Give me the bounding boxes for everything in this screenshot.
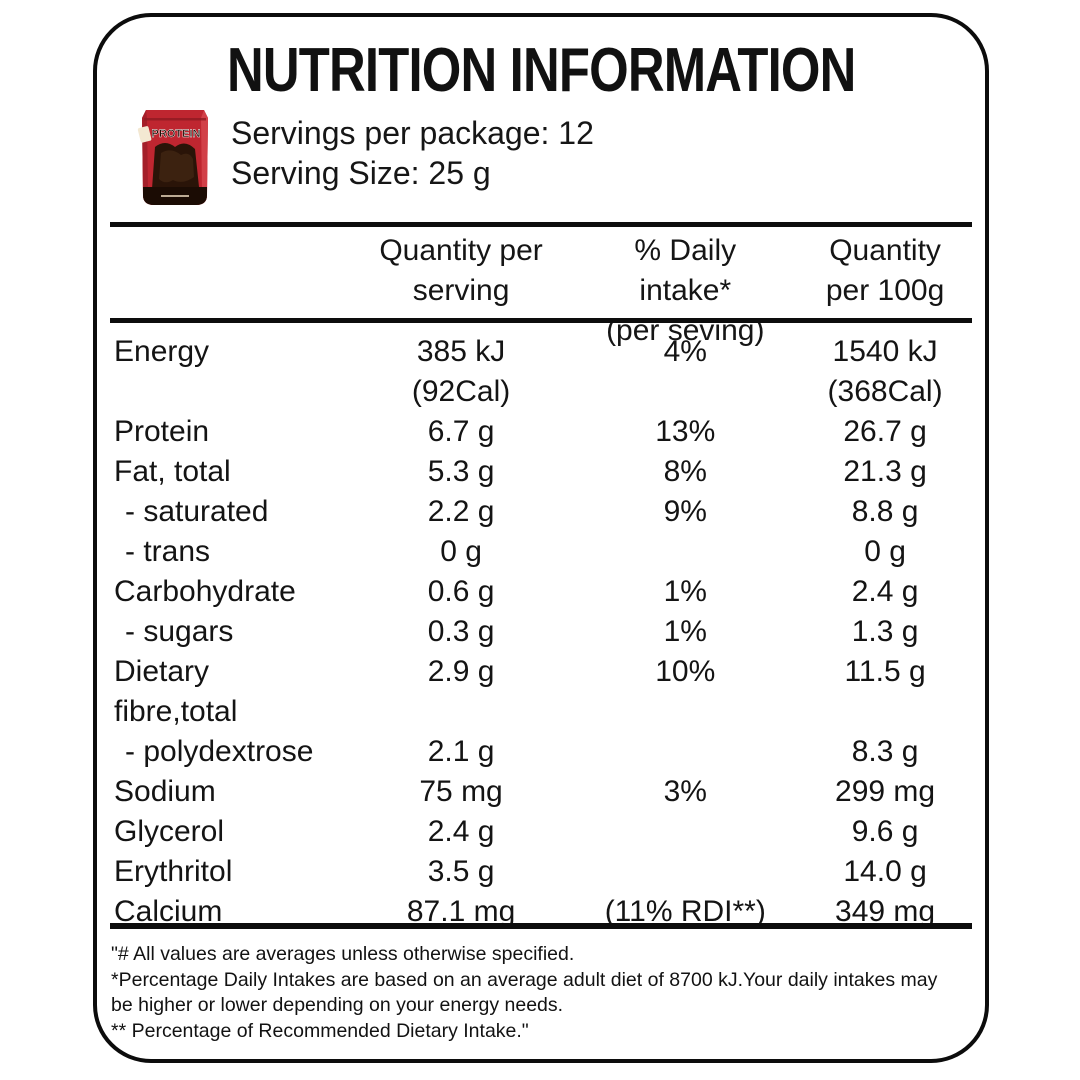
table-row: Protein 6.7 g 13% 26.7 g bbox=[97, 412, 985, 452]
quantity-per-100g-value: 0 g bbox=[864, 535, 906, 568]
servings-per-package-text: Servings per package: 12 bbox=[231, 115, 594, 151]
quantity-per-serving-value: 6.7 g bbox=[427, 415, 495, 448]
nutrient-label: Calcium bbox=[114, 895, 223, 928]
nutrient-label: - saturated bbox=[125, 495, 269, 528]
table-row: Calcium 87.1 mg (11% RDI**) 349 mg bbox=[97, 892, 985, 932]
daily-intake-value: 3% bbox=[663, 775, 707, 808]
quantity-per-serving-value: 2.9 g bbox=[427, 655, 495, 688]
pouch-corner-sticker bbox=[137, 126, 152, 143]
nutrient-label: Dietary fibre,total bbox=[114, 655, 238, 728]
table-row: - saturated 2.2 g 9% 8.8 g bbox=[97, 492, 985, 532]
nutrient-label: Sodium bbox=[114, 775, 216, 808]
divider-top bbox=[110, 222, 972, 227]
daily-intake-value: 4% bbox=[663, 335, 707, 368]
quantity-per-100g-value: 349 mg bbox=[835, 895, 936, 928]
quantity-per-100g-value: 299 mg bbox=[835, 775, 936, 808]
nutrient-label: Protein bbox=[114, 415, 210, 448]
table-row: - trans 0 g 0 g bbox=[97, 532, 985, 572]
daily-intake-value: 8% bbox=[663, 455, 707, 488]
header-quantity-per-100g: Quantity per 100g bbox=[825, 234, 945, 307]
page-title-text: NUTRITION INFORMATION bbox=[226, 36, 856, 105]
daily-intake-value bbox=[585, 732, 785, 772]
quantity-per-100g-value: 11.5 g bbox=[844, 655, 926, 688]
daily-intake-value: 1% bbox=[663, 575, 707, 608]
nutrition-label-card: NUTRITION INFORMATION PROTEIN bbox=[93, 13, 989, 1063]
quantity-per-100g-value: 8.3 g bbox=[851, 735, 919, 768]
quantity-per-100g-value: 8.8 g bbox=[851, 495, 919, 528]
quantity-per-100g-value: 2.4 g bbox=[851, 575, 919, 608]
table-row: - sugars 0.3 g 1% 1.3 g bbox=[97, 612, 985, 652]
daily-intake-value: (11% RDI**) bbox=[604, 895, 766, 928]
daily-intake-value bbox=[585, 852, 785, 892]
daily-intake-value: 9% bbox=[663, 495, 707, 528]
pouch-brand-text: PROTEIN bbox=[152, 128, 201, 140]
table-row: Dietary fibre,total 2.9 g 10% 11.5 g bbox=[97, 652, 985, 732]
table-row: Energy 385 kJ (92Cal) 4% 1540 kJ (368Cal… bbox=[97, 332, 985, 412]
top-section: PROTEIN Servings per package: 12 Serving… bbox=[133, 101, 594, 209]
header-quantity-per-serving: Quantity per serving bbox=[379, 234, 543, 307]
quantity-per-serving-value: 0.6 g bbox=[427, 575, 495, 608]
quantity-per-100g-value: 1.3 g bbox=[851, 615, 919, 648]
table-header: Quantity per serving % Daily intake* (pe… bbox=[97, 231, 985, 351]
quantity-per-serving-value: 0.3 g bbox=[427, 615, 495, 648]
daily-intake-value: 13% bbox=[655, 415, 716, 448]
nutrient-label: - sugars bbox=[125, 615, 234, 648]
nutrient-label: Glycerol bbox=[114, 815, 225, 848]
quantity-per-100g-value: 9.6 g bbox=[851, 815, 919, 848]
quantity-per-serving-value: 0 g bbox=[440, 535, 482, 568]
table-row: Carbohydrate 0.6 g 1% 2.4 g bbox=[97, 572, 985, 612]
nutrient-label: Carbohydrate bbox=[114, 575, 296, 608]
quantity-per-serving-value: 5.3 g bbox=[427, 455, 495, 488]
table-row: - polydextrose 2.1 g 8.3 g bbox=[97, 732, 985, 772]
table-row: Sodium 75 mg 3% 299 mg bbox=[97, 772, 985, 812]
table-row: Glycerol 2.4 g 9.6 g bbox=[97, 812, 985, 852]
nutrient-label: Fat, total bbox=[114, 455, 231, 488]
pouch-seal-crease bbox=[144, 118, 206, 121]
chocolate-highlight-shape bbox=[159, 150, 194, 183]
serving-size-text: Serving Size: 25 g bbox=[231, 155, 491, 191]
daily-intake-value: 1% bbox=[663, 615, 707, 648]
nutrient-label: Erythritol bbox=[114, 855, 233, 888]
nutrient-label: Energy bbox=[114, 335, 210, 368]
table-row: Fat, total 5.3 g 8% 21.3 g bbox=[97, 452, 985, 492]
serving-info: Servings per package: 12 Serving Size: 2… bbox=[231, 101, 594, 193]
quantity-per-serving-value: 3.5 g bbox=[427, 855, 495, 888]
pouch-svg: PROTEIN bbox=[137, 110, 208, 205]
table-row: Erythritol 3.5 g 14.0 g bbox=[97, 852, 985, 892]
quantity-per-serving-value: 385 kJ (92Cal) bbox=[411, 335, 511, 408]
quantity-per-serving-value: 2.2 g bbox=[427, 495, 495, 528]
table-body: Energy 385 kJ (92Cal) 4% 1540 kJ (368Cal… bbox=[97, 332, 985, 932]
quantity-per-serving-value: 75 mg bbox=[419, 775, 503, 808]
divider-bottom bbox=[110, 923, 972, 929]
quantity-per-100g-value: 26.7 g bbox=[843, 415, 927, 448]
quantity-per-serving-value: 87.1 mg bbox=[406, 895, 516, 928]
quantity-per-serving-value: 2.4 g bbox=[427, 815, 495, 848]
product-pouch-image: PROTEIN bbox=[133, 101, 217, 209]
pouch-bottom-caption-line bbox=[161, 195, 189, 197]
quantity-per-100g-value: 21.3 g bbox=[843, 455, 927, 488]
footnotes-text: "# All values are averages unless otherw… bbox=[111, 943, 938, 1042]
daily-intake-value bbox=[585, 532, 785, 572]
quantity-per-serving-value: 2.1 g bbox=[427, 735, 495, 768]
divider-header bbox=[110, 318, 972, 323]
daily-intake-value bbox=[585, 812, 785, 852]
daily-intake-value: 10% bbox=[655, 655, 716, 688]
pouch-right-shade bbox=[193, 110, 208, 205]
nutrient-label: - trans bbox=[125, 535, 211, 568]
quantity-per-100g-value: 14.0 g bbox=[843, 855, 927, 888]
quantity-per-100g-value: 1540 kJ (368Cal) bbox=[827, 335, 943, 408]
page-title: NUTRITION INFORMATION bbox=[97, 35, 985, 106]
nutrient-label: - polydextrose bbox=[125, 735, 314, 768]
